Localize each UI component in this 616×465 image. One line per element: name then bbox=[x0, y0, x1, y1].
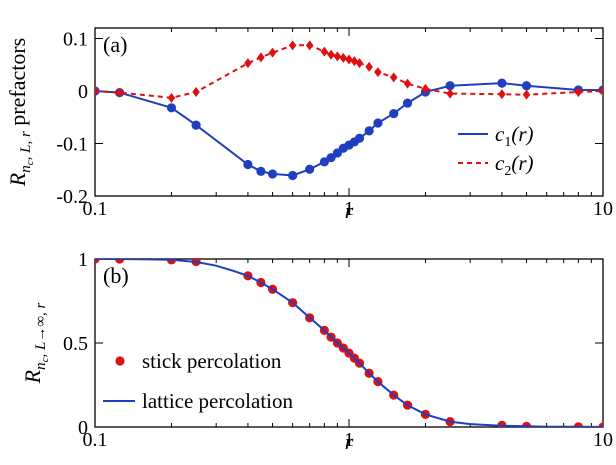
data-point bbox=[115, 87, 124, 98]
data-point bbox=[598, 422, 603, 427]
data-point bbox=[339, 52, 348, 63]
y-tick-label: -0.2 bbox=[56, 186, 88, 208]
data-point bbox=[333, 51, 342, 62]
data-point bbox=[446, 88, 454, 99]
data-point bbox=[445, 81, 455, 91]
data-point bbox=[268, 47, 277, 58]
y-tick-label: -0.1 bbox=[56, 134, 88, 156]
legend-label: stick percolation bbox=[142, 349, 282, 373]
legend: c1(r)c2(r) bbox=[458, 122, 534, 179]
x-tick-label: 10 bbox=[593, 429, 613, 451]
data-point bbox=[497, 78, 507, 88]
data-point bbox=[522, 89, 531, 100]
x-axis-label: r bbox=[345, 429, 354, 454]
y-tick-label: 0 bbox=[78, 81, 88, 103]
y-tick-label: 0.5 bbox=[63, 333, 88, 355]
data-point bbox=[95, 86, 99, 96]
data-point bbox=[389, 108, 399, 119]
data-point bbox=[521, 81, 532, 91]
data-point bbox=[319, 157, 329, 167]
legend: stick percolation lattice percolation bbox=[103, 349, 294, 413]
data-point bbox=[345, 54, 353, 65]
legend-label: c1(r) bbox=[495, 122, 534, 150]
series-1 bbox=[95, 40, 603, 103]
data-point bbox=[257, 52, 265, 63]
legend-label: c2(r) bbox=[495, 151, 534, 179]
data-point bbox=[166, 103, 177, 113]
data-point bbox=[498, 89, 506, 100]
x-tick-label: 0.1 bbox=[83, 198, 108, 220]
data-point bbox=[305, 40, 314, 51]
data-point bbox=[365, 61, 373, 72]
data-point bbox=[288, 40, 297, 51]
x-tick-label: 0.1 bbox=[83, 429, 108, 451]
data-point bbox=[326, 153, 336, 163]
panel-label: (a) bbox=[103, 32, 127, 57]
data-point bbox=[364, 126, 374, 136]
data-point bbox=[288, 170, 298, 181]
y-axis-label: Rnc, L→∞, r bbox=[20, 302, 51, 384]
data-point bbox=[167, 92, 176, 103]
x-axis-label: r bbox=[345, 198, 354, 223]
data-point bbox=[191, 120, 201, 130]
panel-a: 0.1 1 10 0.1 0 -0.1 -0.2 r Rnc, L, r prefactors (… bbox=[5, 27, 613, 223]
panel-label: (b) bbox=[103, 263, 129, 288]
data-point bbox=[243, 159, 253, 170]
data-point bbox=[244, 58, 252, 69]
panel-b: 0.1 1 10 1 0.5 0 r Rnc, L→∞, r (b) stick percolat… bbox=[20, 249, 613, 454]
legend-label: lattice percolation bbox=[142, 389, 294, 413]
data-point bbox=[327, 49, 335, 60]
data-point bbox=[355, 58, 364, 69]
series-line bbox=[95, 259, 603, 427]
data-point bbox=[599, 86, 603, 96]
data-point bbox=[115, 259, 125, 264]
data-point bbox=[402, 98, 413, 108]
series-1 bbox=[95, 259, 603, 427]
y-tick-label: 1 bbox=[78, 249, 88, 271]
x-tick-label: 1 bbox=[344, 429, 354, 451]
data-point bbox=[373, 118, 383, 128]
data-point bbox=[95, 259, 100, 264]
data-point bbox=[389, 72, 398, 83]
data-point bbox=[267, 169, 278, 179]
y-axis-label: Rnc, L, r prefactors bbox=[5, 38, 36, 187]
data-point bbox=[305, 164, 315, 174]
data-point bbox=[574, 87, 583, 98]
data-point bbox=[403, 78, 412, 89]
y-tick-label: 0 bbox=[78, 417, 88, 439]
data-point bbox=[421, 83, 430, 94]
legend-swatch bbox=[115, 356, 125, 366]
y-tick-label: 0.1 bbox=[63, 29, 88, 51]
data-point bbox=[192, 87, 200, 98]
data-point bbox=[374, 67, 382, 78]
data-point bbox=[354, 133, 365, 143]
x-tick-label: 1 bbox=[344, 198, 354, 220]
x-tick-label: 10 bbox=[593, 198, 613, 220]
data-point bbox=[256, 166, 266, 176]
data-point bbox=[320, 46, 329, 57]
